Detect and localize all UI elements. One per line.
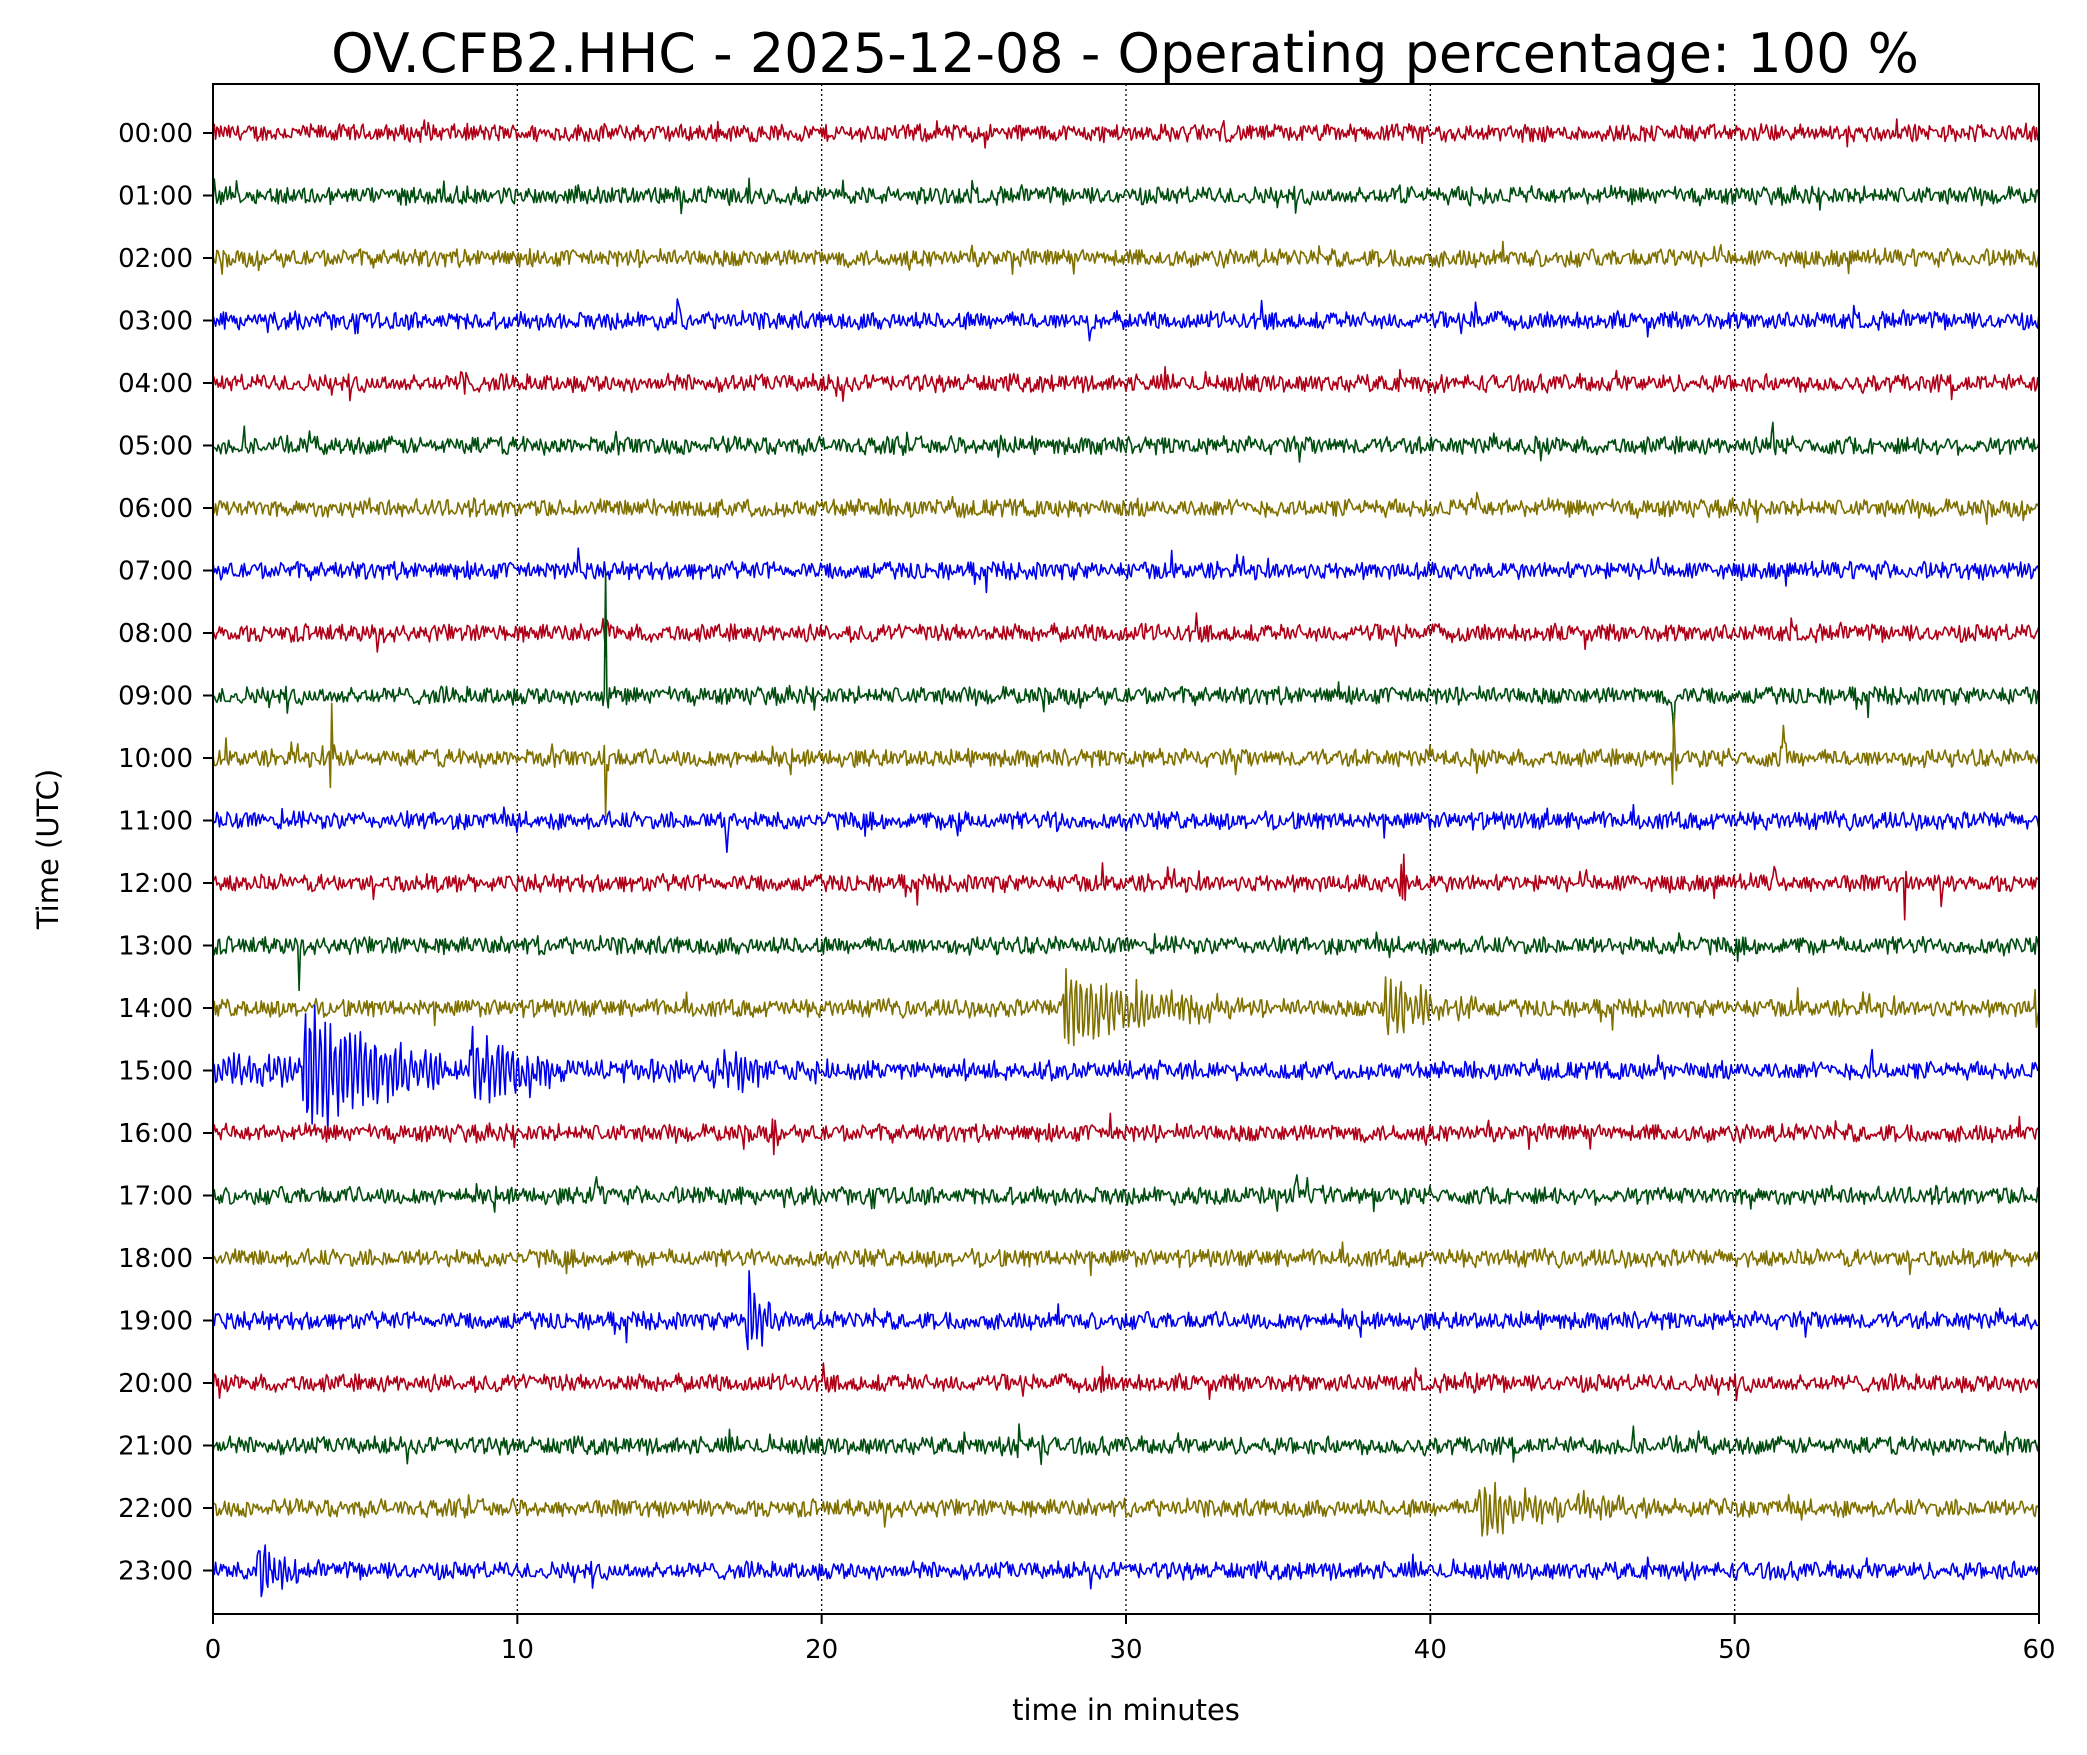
y-tick-label: 04:00 bbox=[118, 369, 193, 399]
y-tick-label: 18:00 bbox=[118, 1244, 193, 1274]
trace-1800 bbox=[212, 1241, 2040, 1277]
y-tick-label: 06:00 bbox=[118, 494, 193, 524]
trace-2100 bbox=[212, 1423, 2040, 1466]
plot-area: 0 10 20 30 40 50 60 00:00 01:00 02:00 03:00 04:00 05… bbox=[118, 83, 2056, 1665]
trace-0100 bbox=[212, 177, 2040, 215]
y-tick-label: 02:00 bbox=[118, 244, 193, 274]
trace-1100 bbox=[212, 803, 2040, 853]
y-tick-label: 17:00 bbox=[118, 1182, 193, 1212]
trace-2200 bbox=[212, 1481, 2040, 1537]
x-tick-label: 50 bbox=[1718, 1635, 1751, 1665]
trace-0500 bbox=[212, 421, 2040, 463]
trace-1700 bbox=[212, 1174, 2040, 1213]
y-tick-label: 00:00 bbox=[118, 119, 193, 149]
y-tick-label: 08:00 bbox=[118, 619, 193, 649]
y-tick-label: 22:00 bbox=[118, 1494, 193, 1524]
trace-1600 bbox=[212, 1112, 2040, 1156]
y-tick-label: 09:00 bbox=[118, 682, 193, 712]
trace-1200 bbox=[212, 853, 2040, 921]
trace-0200 bbox=[212, 240, 2040, 275]
y-tick-label: 15:00 bbox=[118, 1057, 193, 1087]
trace-0300 bbox=[212, 298, 2040, 342]
trace-0000 bbox=[212, 118, 2040, 149]
trace-1300 bbox=[212, 931, 2040, 992]
x-tick-label: 60 bbox=[2022, 1635, 2055, 1665]
y-axis-label: Time (UTC) bbox=[31, 769, 65, 930]
y-tick-label: 16:00 bbox=[118, 1119, 193, 1149]
trace-2300 bbox=[212, 1544, 2040, 1598]
trace-0800 bbox=[212, 612, 2040, 657]
x-tick-label: 0 bbox=[205, 1635, 222, 1665]
traces bbox=[212, 118, 2040, 1598]
trace-1000 bbox=[212, 702, 2040, 818]
x-tick-label: 20 bbox=[805, 1635, 838, 1665]
y-tick-label: 13:00 bbox=[118, 932, 193, 962]
x-axis-label: time in minutes bbox=[1012, 1693, 1240, 1727]
trace-0700 bbox=[212, 547, 2040, 594]
y-tick-label: 23:00 bbox=[118, 1557, 193, 1587]
trace-1900 bbox=[212, 1270, 2040, 1351]
y-tick-label: 11:00 bbox=[118, 807, 193, 837]
x-tick-label: 30 bbox=[1109, 1635, 1142, 1665]
y-tick-label: 10:00 bbox=[118, 744, 193, 774]
y-tick-label: 19:00 bbox=[118, 1307, 193, 1337]
trace-0400 bbox=[212, 366, 2040, 402]
y-tick-label: 01:00 bbox=[118, 182, 193, 212]
y-tick-label: 21:00 bbox=[118, 1432, 193, 1462]
y-tick-label: 14:00 bbox=[118, 994, 193, 1024]
x-tick-label: 10 bbox=[501, 1635, 534, 1665]
y-tick-label: 07:00 bbox=[118, 557, 193, 587]
grid-lines bbox=[516, 84, 1736, 1614]
trace-2000 bbox=[212, 1362, 2040, 1402]
trace-1500 bbox=[212, 1004, 2039, 1132]
trace-1400 bbox=[212, 968, 2040, 1047]
y-tick-label: 03:00 bbox=[118, 307, 193, 337]
y-tick-label: 20:00 bbox=[118, 1369, 193, 1399]
ticks: 0 10 20 30 40 50 60 00:00 01:00 02:00 03:00 04:00 05… bbox=[118, 119, 2055, 1665]
chart-title: OV.CFB2.HHC - 2025-12-08 - Operating per… bbox=[331, 22, 1919, 85]
y-tick-label: 05:00 bbox=[118, 432, 193, 462]
y-tick-label: 12:00 bbox=[118, 869, 193, 899]
trace-0600 bbox=[212, 491, 2040, 525]
trace-0900 bbox=[212, 571, 2040, 736]
x-tick-label: 40 bbox=[1414, 1635, 1447, 1665]
